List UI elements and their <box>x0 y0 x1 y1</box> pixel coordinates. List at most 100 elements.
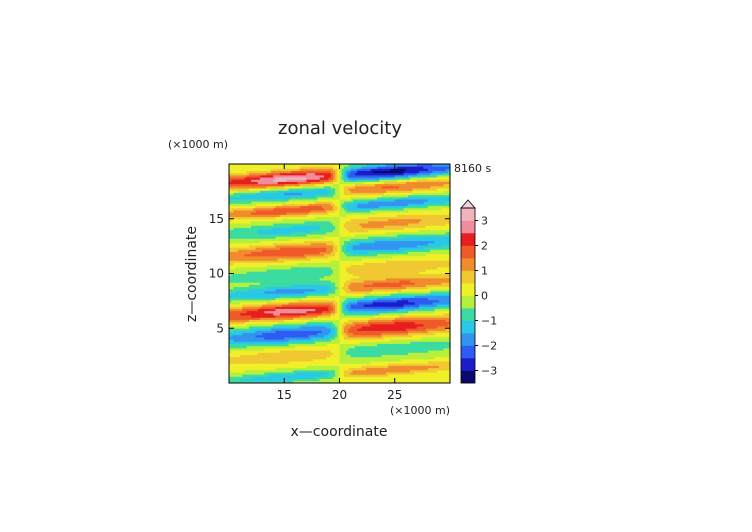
field-cell <box>432 378 435 382</box>
field-cell <box>326 273 329 277</box>
field-cell <box>290 299 294 303</box>
field-cell <box>377 354 380 358</box>
field-cell <box>441 297 444 301</box>
field-cell <box>332 312 336 316</box>
field-cell <box>251 363 254 366</box>
field-cell <box>332 380 336 383</box>
field-cell <box>441 380 444 383</box>
field-cell <box>275 330 279 334</box>
field-cell <box>390 291 393 294</box>
field-cell <box>445 339 449 342</box>
field-cell <box>379 361 382 364</box>
field-cell <box>242 312 245 316</box>
field-cell <box>286 299 290 303</box>
field-cell <box>290 317 294 320</box>
field-cell <box>317 310 321 314</box>
field-cell <box>368 354 371 358</box>
field-cell <box>242 374 245 377</box>
field-cell <box>335 334 338 338</box>
field-cell <box>328 301 332 305</box>
field-cell <box>352 310 356 314</box>
field-cell <box>284 326 287 329</box>
field-cell <box>253 367 256 371</box>
field-cell <box>350 291 354 294</box>
field-cell <box>301 378 305 382</box>
field-cell <box>447 374 450 377</box>
field-cell <box>381 356 385 360</box>
field-cell <box>310 323 314 327</box>
field-cell <box>257 326 261 329</box>
field-cell <box>425 304 429 307</box>
field-cell <box>405 315 409 318</box>
field-cell <box>425 372 429 375</box>
field-cell <box>374 323 378 327</box>
field-cell <box>421 378 424 382</box>
field-cell <box>436 352 440 355</box>
field-cell <box>383 284 387 288</box>
field-cell <box>337 354 340 358</box>
field-cell <box>427 365 431 369</box>
field-cell <box>392 275 396 279</box>
field-cell <box>377 275 380 279</box>
field-cell <box>443 315 446 318</box>
field-cell <box>383 308 387 312</box>
field-cell <box>251 347 254 351</box>
field-cell <box>430 354 433 358</box>
field-cell <box>235 280 239 283</box>
field-cell <box>255 358 259 362</box>
field-cell <box>277 291 281 294</box>
field-cell <box>312 343 316 347</box>
field-cell <box>246 275 250 279</box>
field-cell <box>317 280 321 283</box>
field-cell <box>363 275 367 279</box>
field-cell <box>405 376 409 380</box>
field-cell <box>414 361 418 364</box>
field-cell <box>357 277 360 281</box>
field-cell <box>335 367 338 371</box>
field-cell <box>427 354 431 358</box>
field-cell <box>321 354 325 358</box>
field-cell <box>405 284 409 288</box>
field-cell <box>319 339 323 342</box>
field-cell <box>447 299 450 303</box>
field-cell <box>423 317 427 320</box>
field-cell <box>363 315 367 318</box>
field-cell <box>414 286 418 290</box>
field-cell <box>233 282 237 285</box>
field-cell <box>434 310 438 314</box>
field-cell <box>270 337 274 340</box>
field-cell <box>405 367 409 371</box>
field-cell <box>427 358 431 362</box>
field-cell <box>396 332 400 336</box>
field-cell <box>352 367 356 371</box>
field-cell <box>255 317 259 320</box>
field-cell <box>286 358 290 362</box>
field-cell <box>419 301 422 305</box>
field-cell <box>396 363 400 366</box>
field-cell <box>401 273 404 277</box>
field-cell <box>259 369 263 373</box>
field-cell <box>401 286 404 290</box>
field-cell <box>229 277 232 281</box>
field-cell <box>264 358 267 362</box>
field-cell <box>288 308 292 312</box>
field-cell <box>348 291 351 294</box>
field-cell <box>363 293 367 296</box>
field-cell <box>414 284 418 288</box>
field-cell <box>229 345 232 349</box>
field-cell <box>255 354 259 358</box>
field-cell <box>390 297 393 301</box>
field-cell <box>427 378 431 382</box>
field-cell <box>432 328 435 331</box>
field-cell <box>445 306 449 309</box>
field-cell <box>421 339 424 342</box>
field-cell <box>423 273 427 277</box>
field-cell <box>443 378 446 382</box>
field-cell <box>257 299 261 303</box>
field-cell <box>399 345 402 349</box>
field-cell <box>286 284 290 288</box>
field-cell <box>414 293 418 296</box>
field-cell <box>421 308 424 312</box>
field-cell <box>319 361 323 364</box>
field-cell <box>240 341 243 344</box>
